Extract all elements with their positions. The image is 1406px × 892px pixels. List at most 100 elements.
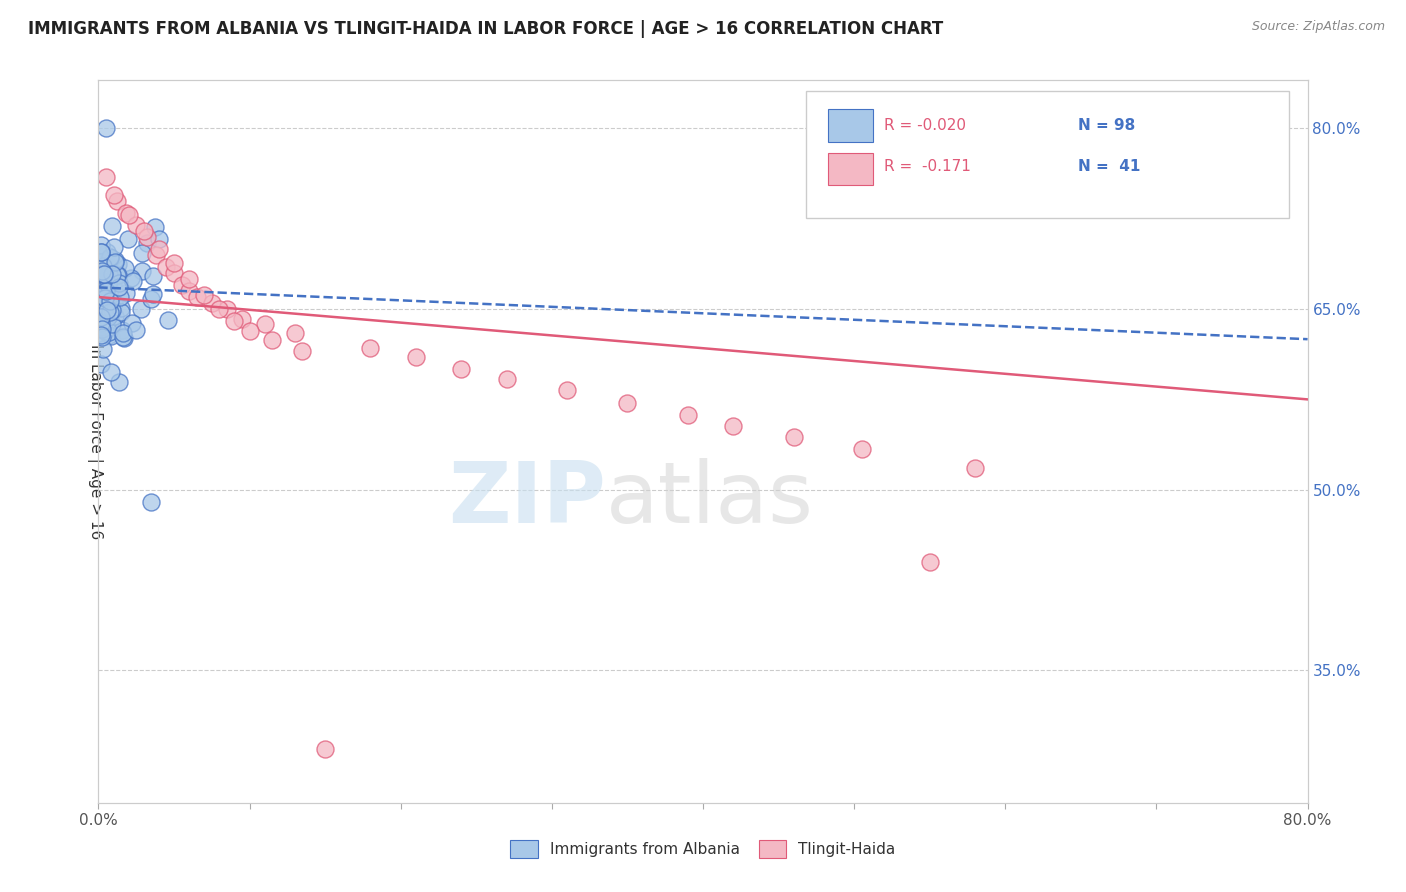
Point xyxy=(104,255,127,269)
Point xyxy=(103,240,125,254)
Point xyxy=(93,268,115,282)
Point xyxy=(121,316,143,330)
Point xyxy=(117,232,139,246)
Point xyxy=(179,272,201,286)
Point xyxy=(111,326,134,341)
Point xyxy=(148,242,170,256)
Point xyxy=(103,187,125,202)
Point xyxy=(93,249,115,263)
Point xyxy=(108,280,131,294)
Point xyxy=(90,276,112,290)
Point xyxy=(918,555,941,569)
FancyBboxPatch shape xyxy=(828,109,873,142)
Point xyxy=(201,296,224,310)
Point xyxy=(616,396,638,410)
Point xyxy=(98,325,121,339)
Point xyxy=(114,205,136,219)
Text: N =  41: N = 41 xyxy=(1078,160,1140,175)
Point xyxy=(450,362,472,376)
Point xyxy=(90,322,112,336)
Point xyxy=(405,350,427,364)
Point xyxy=(208,301,231,316)
Point xyxy=(91,293,114,307)
Point xyxy=(156,313,179,327)
Point xyxy=(112,331,135,345)
Point xyxy=(90,267,112,281)
Point xyxy=(93,261,115,276)
Point xyxy=(90,245,112,260)
Point xyxy=(100,263,122,277)
Point xyxy=(97,327,120,342)
Point xyxy=(114,260,136,275)
Point xyxy=(139,292,162,306)
Point xyxy=(224,314,246,328)
Point xyxy=(101,267,124,281)
Point xyxy=(91,321,114,335)
Point xyxy=(125,218,148,232)
Point xyxy=(120,271,142,285)
Point xyxy=(291,344,314,359)
Point xyxy=(90,329,112,343)
Legend: Immigrants from Albania, Tlingit-Haida: Immigrants from Albania, Tlingit-Haida xyxy=(505,834,901,863)
Point xyxy=(97,277,120,291)
Point xyxy=(314,741,336,756)
Point xyxy=(215,301,238,316)
Text: N = 98: N = 98 xyxy=(1078,118,1135,133)
Point xyxy=(94,284,117,298)
Point xyxy=(108,276,131,290)
Point xyxy=(145,248,167,262)
Point xyxy=(100,365,122,379)
Point xyxy=(90,301,112,315)
Point xyxy=(143,219,166,234)
Point xyxy=(110,301,132,316)
Point xyxy=(94,121,117,136)
Point xyxy=(96,272,118,286)
Point xyxy=(186,290,208,304)
Point xyxy=(98,265,121,279)
Point xyxy=(163,266,186,280)
Point xyxy=(90,288,112,302)
Point xyxy=(98,262,121,277)
Point xyxy=(676,408,699,422)
Point xyxy=(111,323,134,337)
Point xyxy=(101,303,124,318)
Point xyxy=(94,291,117,305)
Point xyxy=(96,303,118,318)
Point xyxy=(170,277,193,292)
Point xyxy=(100,328,122,343)
Point xyxy=(104,252,127,267)
Point xyxy=(94,169,117,184)
Point xyxy=(98,307,121,321)
Point xyxy=(98,251,121,265)
Text: R =  -0.171: R = -0.171 xyxy=(884,160,972,175)
Point xyxy=(94,291,117,305)
Point xyxy=(121,274,143,288)
Point xyxy=(142,286,165,301)
Point xyxy=(118,208,141,222)
Point xyxy=(136,235,159,250)
Point xyxy=(103,295,125,310)
Point xyxy=(91,296,114,310)
Point xyxy=(107,268,129,282)
Point xyxy=(125,323,148,337)
Point xyxy=(851,442,873,456)
Point xyxy=(965,461,987,475)
Point xyxy=(193,287,215,301)
Point xyxy=(115,285,138,300)
Point xyxy=(131,301,153,316)
Point xyxy=(253,317,276,331)
Point xyxy=(97,310,120,325)
Point xyxy=(231,311,253,326)
Point xyxy=(142,268,165,283)
Point xyxy=(239,324,262,338)
FancyBboxPatch shape xyxy=(828,153,873,185)
Point xyxy=(91,343,114,357)
FancyBboxPatch shape xyxy=(806,91,1289,218)
Point xyxy=(96,282,118,296)
Point xyxy=(96,275,118,289)
Point xyxy=(98,304,121,318)
Point xyxy=(111,330,134,344)
Text: R = -0.020: R = -0.020 xyxy=(884,118,966,133)
Point xyxy=(90,328,112,343)
Point xyxy=(90,357,112,371)
